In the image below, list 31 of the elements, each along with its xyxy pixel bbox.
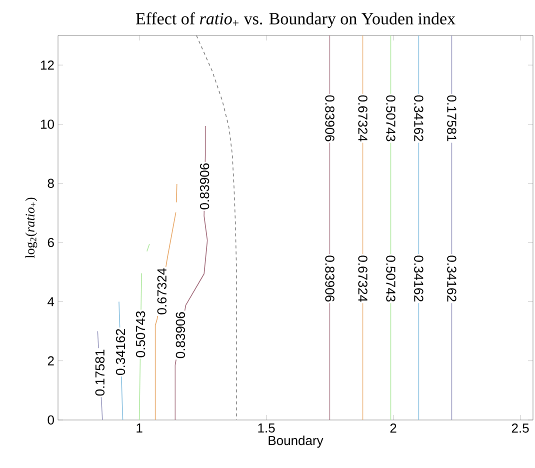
annotation: 0.67324 <box>358 256 368 302</box>
annotation: 0.83906 <box>325 95 334 142</box>
annotation: 0.67324 <box>358 95 368 142</box>
x-tick-label: 1.5 <box>258 424 275 433</box>
y-tick-label: 12 <box>41 60 54 70</box>
line-series <box>196 35 237 420</box>
y-tick-label: 6 <box>48 238 54 248</box>
y-tick-label: 2 <box>48 356 54 366</box>
annotation: 0.50743 <box>386 256 396 302</box>
annotation: 0.67324 <box>157 268 166 314</box>
annotation: 0.34162 <box>414 95 424 142</box>
x-tick-label: 1 <box>136 424 142 432</box>
x-tick-label: 2.5 <box>512 424 529 433</box>
chart-title: Effect of ratio$_{+}$ vs. Boundary on Youden index <box>136 12 456 28</box>
y-axis-title: log$_{2}$(ratio$_{+}$) <box>25 198 38 258</box>
annotation: 0.50743 <box>386 95 396 142</box>
annotation: 0.50743 <box>136 311 146 358</box>
annotation: 0.17581 <box>447 95 456 142</box>
annotation: 0.34162 <box>414 256 424 302</box>
annotation: 0.17581 <box>95 350 105 396</box>
y-tick-label: 10 <box>41 120 54 129</box>
y-tick-label: 8 <box>48 178 54 188</box>
y-tick-label: 4 <box>48 297 54 306</box>
x-tick-label: 2 <box>390 424 396 433</box>
annotation: 0.83906 <box>200 163 210 210</box>
annotation: 0.83906 <box>176 312 186 358</box>
x-axis-title: Boundary <box>268 436 324 448</box>
y-tick-label: 0 <box>48 415 54 425</box>
annotation: 0.83906 <box>325 256 334 302</box>
annotation: 0.34162 <box>116 329 126 375</box>
annotation: 0.34162 <box>447 256 456 302</box>
